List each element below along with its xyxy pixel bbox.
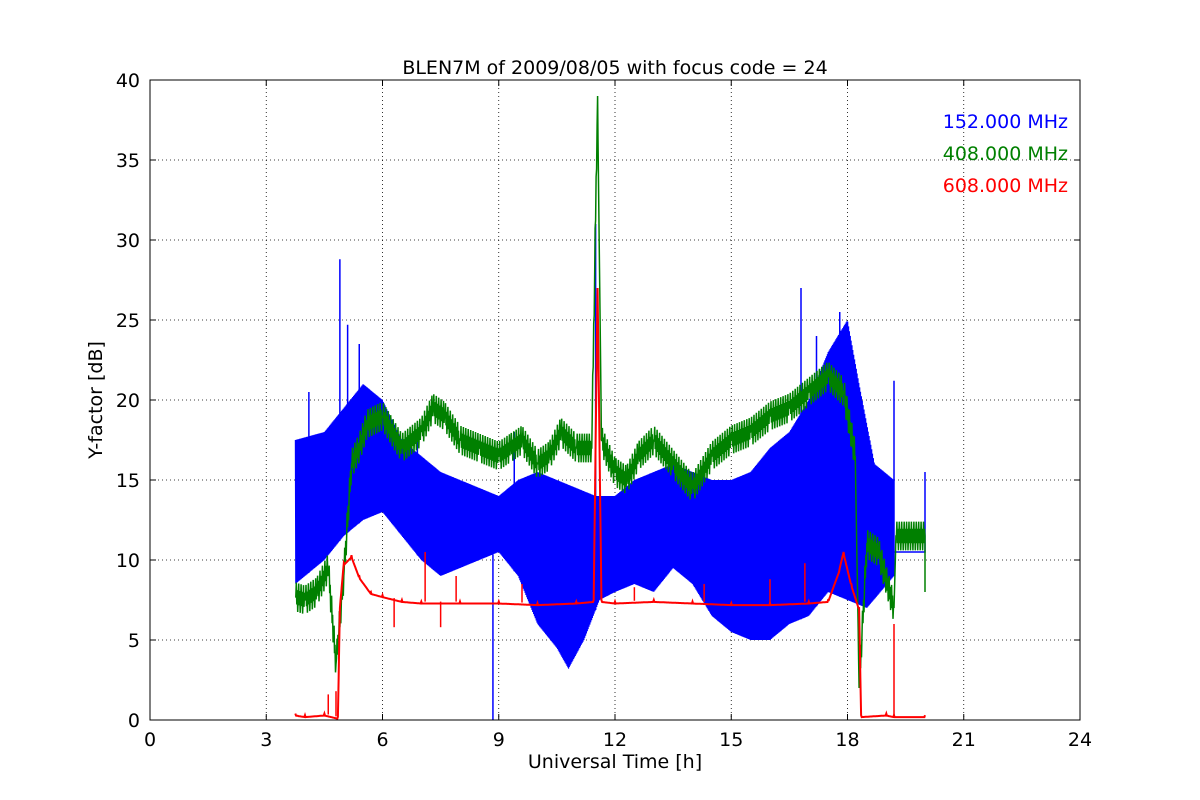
y-tick-label: 15: [116, 470, 140, 492]
y-tick-label: 30: [116, 230, 140, 252]
x-tick-label: 18: [835, 729, 859, 751]
x-axis-label: Universal Time [h]: [528, 751, 702, 773]
chart-title: BLEN7M of 2009/08/05 with focus code = 2…: [402, 57, 827, 79]
legend: 152.000 MHz 408.000 MHz 608.000 MHz: [943, 111, 1068, 197]
series-408mhz-line: [295, 95, 926, 689]
x-tick-label: 24: [1068, 729, 1092, 751]
x-tick-label: 9: [493, 729, 505, 751]
series-608mhz-line: [294, 287, 926, 720]
legend-label-0: 152.000 MHz: [943, 111, 1068, 133]
ticks: [149, 79, 1081, 721]
x-tick-label: 6: [376, 729, 388, 751]
y-tick-label: 20: [116, 390, 140, 412]
y-tick-label: 25: [116, 310, 140, 332]
tick-labels: 0 3 6 9 12 15 18 21 24 0 5 10 15 20 25 30 35 40: [116, 70, 1092, 751]
y-tick-label: 40: [116, 70, 140, 92]
x-tick-label: 12: [603, 729, 627, 751]
y-tick-label: 5: [128, 630, 140, 652]
y-tick-label: 0: [128, 710, 140, 732]
series-layer: [294, 95, 926, 720]
y-tick-label: 10: [116, 550, 140, 572]
x-tick-label: 3: [260, 729, 272, 751]
legend-label-1: 408.000 MHz: [943, 143, 1068, 165]
legend-label-2: 608.000 MHz: [943, 175, 1068, 197]
y-tick-label: 35: [116, 150, 140, 172]
x-tick-label: 21: [952, 729, 976, 751]
x-tick-label: 15: [719, 729, 743, 751]
x-tick-label: 0: [144, 729, 156, 751]
y-axis-label: Y-factor [dB]: [85, 341, 107, 460]
